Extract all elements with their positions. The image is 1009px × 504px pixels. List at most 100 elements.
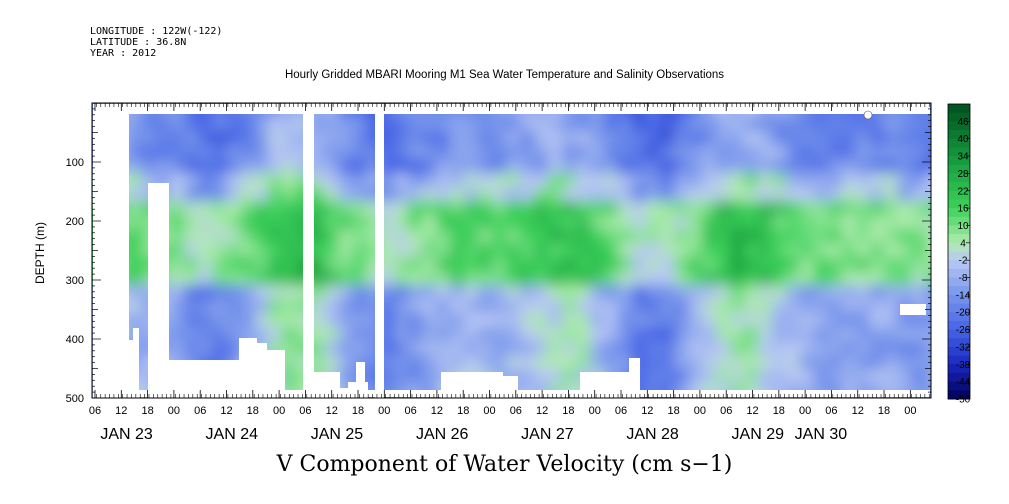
x-tick-label: 12: [115, 405, 127, 417]
heatmap-cell: [422, 145, 437, 160]
heatmap-cell: [772, 285, 787, 300]
heatmap-cell: [772, 369, 787, 384]
y-tick-label: 300: [66, 275, 84, 287]
heatmap-cell: [478, 159, 493, 174]
heatmap-cell: [660, 285, 675, 300]
heatmap-cell: [562, 243, 577, 258]
heatmap-cell: [394, 271, 409, 286]
heatmap-cell: [884, 313, 899, 328]
heatmap-cell: [758, 173, 773, 188]
heatmap-cell: [828, 327, 843, 342]
heatmap-cell: [254, 327, 269, 342]
colorbar-segment: [948, 355, 970, 365]
heatmap-cell: [562, 131, 577, 146]
heatmap-cell: [352, 243, 367, 258]
heatmap-cell: [464, 257, 479, 272]
heatmap-cell: [198, 215, 213, 230]
heatmap-cell: [394, 243, 409, 258]
heatmap-cell: [198, 159, 213, 174]
heatmap-cell: [842, 285, 857, 300]
heatmap-cell: [912, 145, 927, 160]
heatmap-cell: [520, 411, 535, 426]
heatmap-cell: [450, 117, 465, 132]
heatmap-cell: [716, 271, 731, 286]
heatmap-cell: [926, 299, 931, 314]
heatmap-cell: [534, 229, 549, 244]
heatmap-cell: [408, 243, 423, 258]
day-label: JAN 29: [732, 426, 785, 443]
heatmap-cell: [870, 243, 885, 258]
heatmap-cell: [506, 103, 521, 104]
heatmap-cell: [338, 327, 353, 342]
heatmap-cell: [534, 271, 549, 286]
heatmap-cell: [660, 313, 675, 328]
missing-data-region: [148, 183, 169, 398]
heatmap-cell: [688, 243, 703, 258]
heatmap-cell: [478, 341, 493, 356]
heatmap-cell: [240, 285, 255, 300]
x-tick-label: 06: [194, 405, 206, 417]
heatmap-cell: [450, 215, 465, 230]
colorbar-segment: [948, 182, 970, 192]
heatmap-cell: [240, 271, 255, 286]
heatmap-cell: [92, 103, 101, 104]
heatmap-cell: [520, 243, 535, 258]
heatmap-cell: [436, 271, 451, 286]
heatmap-cell: [492, 243, 507, 258]
heatmap-cell: [772, 187, 787, 202]
heatmap-cell: [324, 271, 339, 286]
heatmap-cell: [282, 271, 297, 286]
heatmap-cell: [632, 215, 647, 230]
heatmap-cell: [926, 369, 931, 384]
heatmap-cell: [744, 285, 759, 300]
colorbar-segment: [948, 156, 970, 166]
heatmap-cell: [492, 201, 507, 216]
heatmap-cell: [800, 271, 815, 286]
heatmap-cell: [492, 271, 507, 286]
heatmap-cell: [506, 173, 521, 188]
x-tick-label: 12: [326, 405, 338, 417]
heatmap-cell: [716, 145, 731, 160]
heatmap-cell: [884, 145, 899, 160]
heatmap-cell: [576, 117, 591, 132]
heatmap-cell: [520, 173, 535, 188]
heatmap-cell: [422, 229, 437, 244]
heatmap-cell: [660, 215, 675, 230]
heatmap-cell: [800, 355, 815, 370]
heatmap-cell: [786, 229, 801, 244]
heatmap-cell: [604, 159, 619, 174]
x-tick-label: 18: [141, 405, 153, 417]
heatmap-cell: [534, 355, 549, 370]
heatmap-cell: [212, 313, 227, 328]
heatmap-cell: [758, 257, 773, 272]
heatmap-cell: [156, 145, 171, 160]
heatmap-cell: [324, 313, 339, 328]
heatmap-cell: [716, 187, 731, 202]
heatmap-cell: [520, 299, 535, 314]
heatmap-cell: [520, 201, 535, 216]
heatmap-cell: [884, 117, 899, 132]
heatmap-cell: [394, 285, 409, 300]
heatmap-cell: [422, 131, 437, 146]
heatmap-cell: [352, 285, 367, 300]
heatmap-cell: [338, 397, 353, 398]
heatmap-cell: [702, 341, 717, 356]
heatmap-cell: [660, 145, 675, 160]
heatmap-cell: [408, 355, 423, 370]
heatmap-cell: [646, 369, 661, 384]
heatmap-cell: [604, 313, 619, 328]
heatmap-cell: [282, 131, 297, 146]
heatmap-cell: [730, 187, 745, 202]
heatmap-cell: [408, 215, 423, 230]
heatmap-cell: [562, 145, 577, 160]
heatmap-cell: [772, 117, 787, 132]
heatmap-cell: [884, 257, 899, 272]
heatmap-cell: [590, 299, 605, 314]
heatmap-cell: [758, 215, 773, 230]
heatmap-cell: [814, 341, 829, 356]
heatmap-cell: [730, 145, 745, 160]
heatmap-cell: [870, 257, 885, 272]
heatmap-cell: [506, 187, 521, 202]
heatmap-cell: [226, 103, 241, 104]
